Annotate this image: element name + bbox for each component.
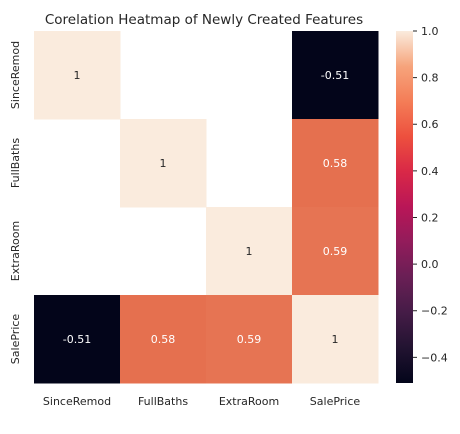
- heatmap-cells: [34, 31, 379, 384]
- colorbar-ticks: 1.0 0.8 0.6 0.4 0.2 0.0 −0.2 −0.4: [413, 25, 448, 364]
- x-tick-saleprice: SalePrice: [310, 395, 361, 408]
- y-tick-saleprice: SalePrice: [9, 314, 22, 365]
- heatmap-cell-extraroom-saleprice: [292, 207, 379, 296]
- x-tick-extraroom: ExtraRoom: [219, 395, 279, 408]
- colorbar-tick-label: −0.4: [421, 351, 448, 364]
- heatmap-cell-saleprice-extraroom: [206, 295, 293, 384]
- y-tick-sinceremod: SinceRemod: [9, 41, 22, 109]
- cell-label-extraroom-saleprice: 0.59: [323, 245, 348, 258]
- y-axis-tick-labels: SinceRemod FullBaths ExtraRoom SalePrice: [9, 41, 22, 364]
- heatmap-cell-sinceremod-saleprice: [292, 31, 379, 120]
- colorbar-tick-label: −0.2: [421, 305, 448, 318]
- colorbar-tick-label: 0.6: [421, 118, 439, 131]
- heatmap-cell-labels: 1 -0.51 1 0.58 1 0.59 -0.51 0.58 0.59 1: [63, 69, 349, 346]
- y-tick-extraroom: ExtraRoom: [9, 221, 22, 281]
- heatmap-cell-sinceremod-sinceremod: [34, 31, 121, 120]
- cell-label-fullbaths-fullbaths: 1: [160, 157, 167, 170]
- y-tick-fullbaths: FullBaths: [9, 138, 22, 188]
- cell-label-extraroom-extraroom: 1: [246, 245, 253, 258]
- colorbar-tick-label: 1.0: [421, 25, 439, 38]
- cell-label-sinceremod-sinceremod: 1: [74, 69, 81, 82]
- heatmap-cell-saleprice-fullbaths: [120, 295, 207, 384]
- cell-label-saleprice-fullbaths: 0.58: [151, 333, 176, 346]
- x-tick-sinceremod: SinceRemod: [43, 395, 111, 408]
- colorbar: [396, 31, 413, 383]
- x-tick-fullbaths: FullBaths: [138, 395, 188, 408]
- cell-label-saleprice-saleprice: 1: [332, 333, 339, 346]
- cell-label-saleprice-extraroom: 0.59: [237, 333, 262, 346]
- heatmap-cell-fullbaths-fullbaths: [120, 119, 207, 208]
- heatmap-cell-saleprice-saleprice: [292, 295, 379, 384]
- cell-label-sinceremod-saleprice: -0.51: [321, 69, 349, 82]
- heatmap-cell-saleprice-sinceremod: [34, 295, 121, 384]
- colorbar-tick-label: 0.8: [421, 72, 439, 85]
- heatmap-cell-fullbaths-saleprice: [292, 119, 379, 208]
- cell-label-fullbaths-saleprice: 0.58: [323, 157, 348, 170]
- colorbar-tick-label: 0.0: [421, 258, 439, 271]
- chart-title: Corelation Heatmap of Newly Created Feat…: [45, 12, 363, 28]
- cell-label-saleprice-sinceremod: -0.51: [63, 333, 91, 346]
- colorbar-tick-label: 0.2: [421, 211, 439, 224]
- heatmap-cell-extraroom-extraroom: [206, 207, 293, 296]
- x-axis-tick-labels: SinceRemod FullBaths ExtraRoom SalePrice: [43, 395, 361, 408]
- colorbar-tick-label: 0.4: [421, 165, 439, 178]
